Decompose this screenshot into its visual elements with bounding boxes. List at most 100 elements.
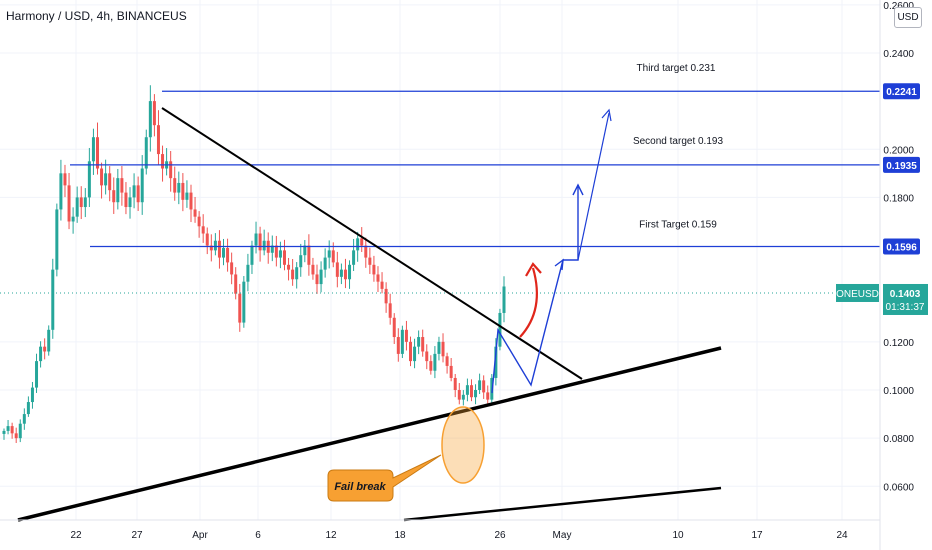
candle-body xyxy=(112,190,116,203)
projection-path-third xyxy=(577,112,610,261)
last-price-tag xyxy=(883,283,928,315)
symbol-label: ONEUSD xyxy=(836,289,879,300)
candle-body xyxy=(486,392,490,400)
candle-body xyxy=(177,182,181,193)
arrowhead xyxy=(554,258,564,271)
candle-body xyxy=(140,168,144,203)
candle-body xyxy=(30,387,34,403)
candle-body xyxy=(136,185,140,203)
candle-body xyxy=(242,281,246,323)
candle-body xyxy=(43,346,47,352)
candle-body xyxy=(222,247,226,258)
candle-body xyxy=(205,233,209,246)
candle-body xyxy=(319,269,323,285)
candle-body xyxy=(217,240,221,258)
candle-body xyxy=(47,329,51,352)
candle-body xyxy=(120,178,124,193)
candle-body xyxy=(152,101,156,126)
level-price-label: 0.1596 xyxy=(886,243,917,254)
level-price-tag xyxy=(883,238,920,255)
candle-body xyxy=(400,329,404,354)
candle-body xyxy=(51,269,55,330)
price-tick-label: 0.2000 xyxy=(883,145,914,156)
candle-body xyxy=(161,154,165,169)
candle-body xyxy=(445,356,449,366)
candle-body xyxy=(173,178,177,193)
last-price-label: 0.1403 xyxy=(890,289,921,300)
currency-button[interactable]: USD xyxy=(894,7,922,28)
candle-body xyxy=(181,182,185,200)
candle-body xyxy=(368,257,372,265)
candle-body xyxy=(352,250,356,265)
time-tick-label: 17 xyxy=(751,530,763,541)
candle-body xyxy=(474,390,478,398)
candle-body xyxy=(2,430,6,434)
candle-body xyxy=(478,380,482,390)
target-annotation: First Target 0.159 xyxy=(639,220,717,231)
level-price-tag xyxy=(883,156,920,173)
candle-body xyxy=(104,173,108,186)
candle-body xyxy=(35,361,39,388)
candle-body xyxy=(291,269,295,280)
candle-body xyxy=(254,233,258,246)
candle-body xyxy=(87,161,91,198)
candle-body xyxy=(323,257,327,270)
candle-body xyxy=(100,168,104,186)
candle-body xyxy=(124,192,128,208)
candle-body xyxy=(18,423,22,439)
candle-body xyxy=(384,288,388,304)
candle-body xyxy=(116,178,120,203)
candle-body xyxy=(433,353,437,371)
time-tick-label: 22 xyxy=(70,530,82,541)
candle-body xyxy=(14,433,18,439)
price-tick-label: 0.0600 xyxy=(883,482,914,493)
price-tick-label: 0.2600 xyxy=(883,1,914,12)
time-axis: 22 27 Apr 6 12 18 26 May 10 17 24 xyxy=(0,519,880,541)
chart-drawings: Third target 0.231 Second target 0.193 Fir… xyxy=(0,63,880,522)
candle-body xyxy=(392,317,396,338)
candle-body xyxy=(502,286,506,313)
candle-body xyxy=(417,337,421,347)
candle-body xyxy=(79,197,83,208)
candle-body xyxy=(189,192,193,210)
level-price-label: 0.1935 xyxy=(886,161,917,172)
candle-body xyxy=(230,262,234,275)
candle-body xyxy=(461,394,465,400)
candle-body xyxy=(185,192,189,200)
candle-body xyxy=(303,245,307,256)
candle-body xyxy=(246,264,250,282)
candle-body xyxy=(10,426,14,434)
candle-body xyxy=(108,173,112,191)
level-price-tag xyxy=(883,83,920,100)
candle-body xyxy=(388,303,392,318)
projection-path xyxy=(491,185,579,394)
candle-body xyxy=(234,274,238,294)
candle-body xyxy=(238,293,242,323)
time-tick-label: Apr xyxy=(192,530,208,541)
candle-body xyxy=(156,125,160,155)
candle-body xyxy=(91,137,95,162)
candle-body xyxy=(339,269,343,277)
price-axis: 0.0600 0.0800 0.1000 0.1200 0.1800 0.2000 0.24… xyxy=(836,0,928,550)
chart-grid xyxy=(0,0,880,520)
candle-body xyxy=(311,264,315,275)
time-tick-label: 10 xyxy=(672,530,684,541)
time-tick-label: 12 xyxy=(325,530,337,541)
candle-body xyxy=(132,185,136,198)
candle-body xyxy=(213,240,217,251)
candle-body xyxy=(22,414,26,424)
candle-body xyxy=(413,346,417,362)
candle-body xyxy=(278,250,282,258)
candle-body xyxy=(169,161,173,179)
chart-title: Harmony / USD, 4h, BINANCEUS xyxy=(6,9,187,23)
red-curved-arrow xyxy=(519,267,538,338)
candle-body xyxy=(307,245,311,265)
candle-body xyxy=(364,245,368,258)
candle-body xyxy=(498,312,502,347)
candle-body xyxy=(274,245,278,258)
price-tick-label: 0.1200 xyxy=(883,338,914,349)
candle-body xyxy=(83,197,87,208)
time-tick-label: 24 xyxy=(836,530,848,541)
descending-trendline xyxy=(161,107,583,380)
